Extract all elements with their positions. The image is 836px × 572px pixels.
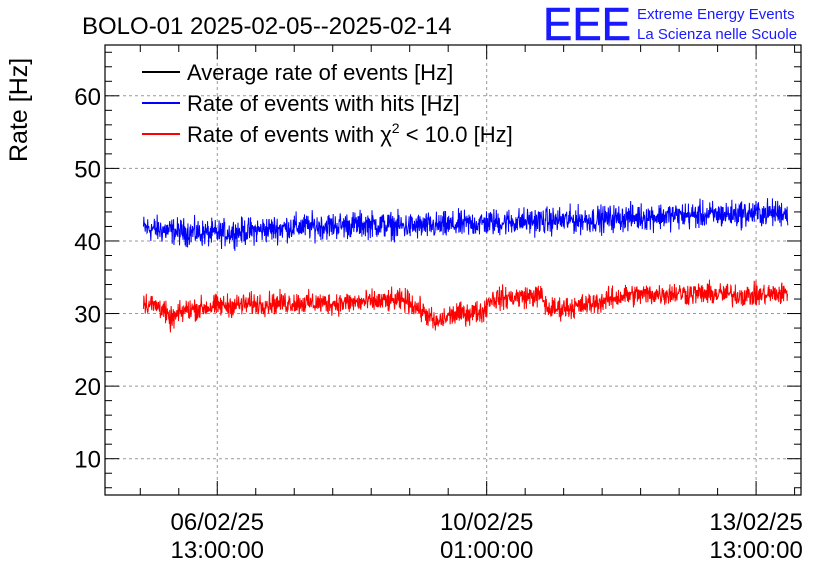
org-name-line2: La Scienza nelle Scuole (637, 26, 797, 43)
legend-entry-hits: Rate of events with hits [Hz] (142, 91, 460, 116)
eee-logo: EEE (543, 0, 631, 50)
x-tick-time: 01:00:00 (440, 537, 533, 564)
y-tick-label: 50 (74, 156, 101, 183)
legend-label-chi2-prefix: Rate of events with (187, 122, 380, 147)
series-line-chi2 (142, 279, 789, 333)
chart-title: BOLO-01 2025-02-05--2025-02-14 (82, 13, 452, 40)
legend-entry-average: Average rate of events [Hz] (142, 60, 453, 85)
data-series (142, 198, 789, 333)
legend-label-chi2-sup: 2 (392, 120, 400, 136)
x-tick-date: 06/02/25 (171, 509, 264, 536)
legend-entry-chi2: Rate of events with χ2 < 10.0 [Hz] (142, 120, 513, 147)
x-tick-date: 10/02/25 (440, 509, 533, 536)
plot-frame (104, 44, 802, 496)
x-tick-date: 13/02/25 (709, 509, 802, 536)
legend-label-hits: Rate of events with hits [Hz] (187, 91, 460, 116)
y-tick-label: 60 (74, 84, 101, 111)
x-tick-time: 13:00:00 (709, 537, 802, 564)
y-tick-labels: 10 20 30 40 50 60 (74, 84, 101, 474)
legend-label-chi2-suffix: < 10.0 [Hz] (400, 122, 513, 147)
y-tick-label: 30 (74, 302, 101, 329)
legend-label-average: Average rate of events [Hz] (187, 60, 453, 85)
legend-label-chi2: Rate of events with χ2 < 10.0 [Hz] (187, 120, 513, 147)
y-axis-label: Rate [Hz] (5, 58, 33, 162)
legend-label-chi2-symbol: χ (380, 122, 392, 147)
org-name-line1: Extreme Energy Events (637, 6, 795, 23)
y-tick-label: 10 (74, 447, 101, 474)
y-tick-label: 20 (74, 374, 101, 401)
y-tick-label: 40 (74, 229, 101, 256)
series-line-hits (142, 198, 789, 251)
x-tick-labels: 06/02/2513:00:0010/02/2501:00:0013/02/25… (171, 509, 803, 564)
axis-ticks (105, 45, 801, 495)
x-tick-time: 13:00:00 (171, 537, 264, 564)
legend: Average rate of events [Hz] Rate of even… (142, 60, 513, 147)
